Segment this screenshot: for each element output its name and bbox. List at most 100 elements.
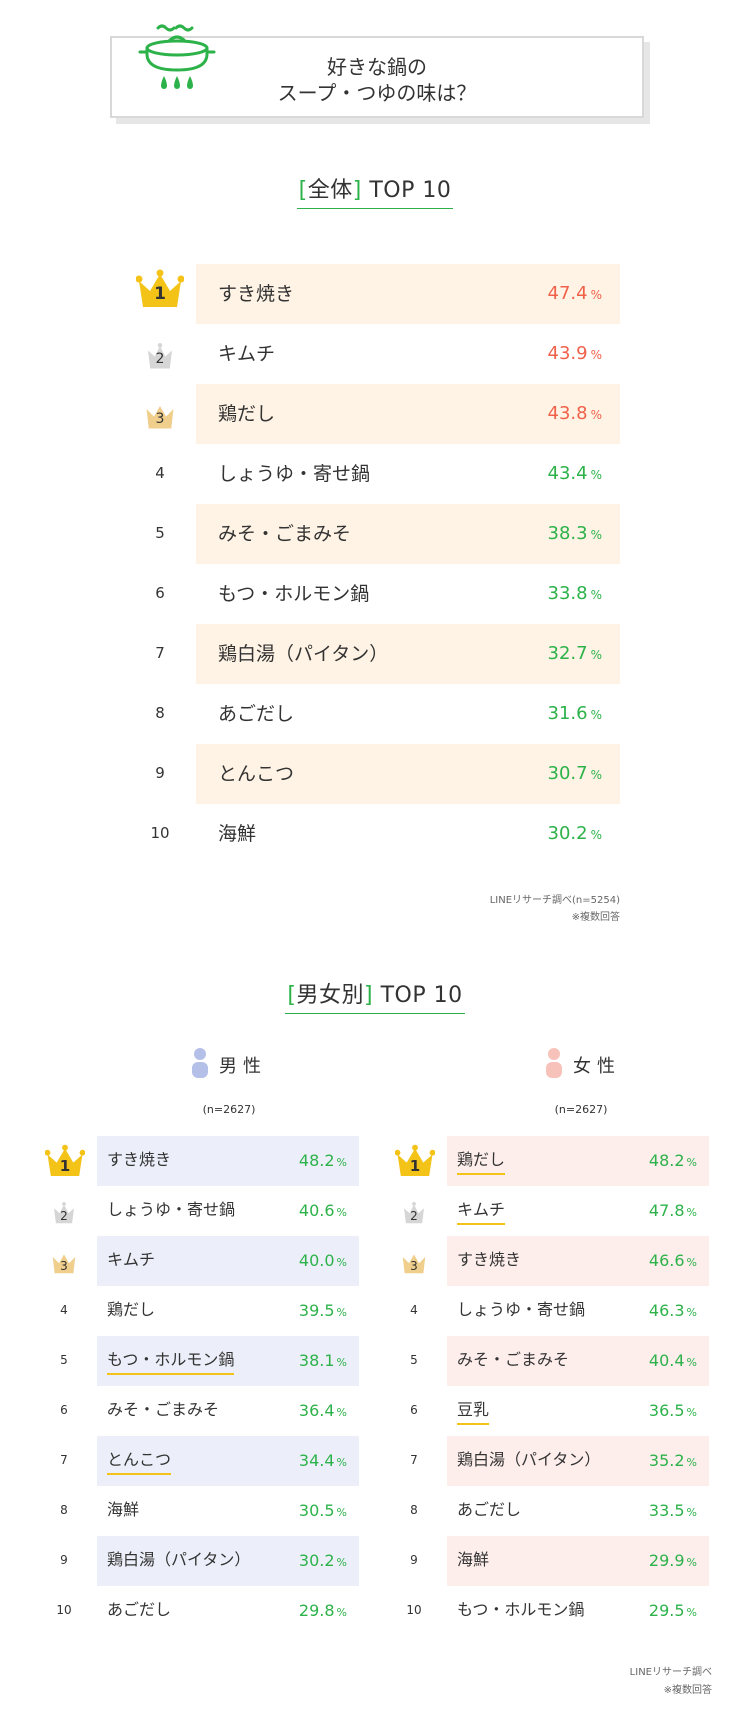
crown-rank-number: 3 xyxy=(410,1259,418,1273)
crown-3-icon: 3 xyxy=(399,1249,429,1275)
male-value-number: 36.4 xyxy=(298,1401,335,1420)
female-item-value: 35.2% xyxy=(649,1436,697,1488)
percent-sign: % xyxy=(336,1206,347,1219)
female-item-name: 鶏白湯（パイタン） xyxy=(457,1450,601,1469)
crown-1-icon: 1 xyxy=(44,1144,86,1178)
title-line-2: スープ・つゆの味は？ xyxy=(277,81,477,105)
female-rank-number: 6 xyxy=(410,1403,418,1417)
crown-3-icon: 3 xyxy=(142,399,178,431)
male-value-number: 29.8 xyxy=(298,1601,335,1620)
male-row: 海鮮 30.5% xyxy=(97,1486,359,1536)
male-value-number: 48.2 xyxy=(298,1151,335,1170)
overall-item-name: とんこつ xyxy=(218,763,295,785)
female-rank-number: 4 xyxy=(410,1303,418,1317)
overall-row: もつ・ホルモン鍋 33.8% xyxy=(196,564,620,624)
female-item-value: 29.5% xyxy=(649,1586,697,1638)
percent-sign: % xyxy=(336,1356,347,1369)
female-value-number: 47.8 xyxy=(648,1201,685,1220)
heading-bracket-close: ] xyxy=(352,178,362,203)
crown-2-icon: 2 xyxy=(399,1199,429,1225)
male-row: すき焼き 48.2% xyxy=(97,1136,359,1186)
overall-item-name: 海鮮 xyxy=(218,823,257,845)
male-item-name: キムチ xyxy=(107,1250,156,1269)
female-rank-number: 7 xyxy=(410,1453,418,1467)
female-item-value: 48.2% xyxy=(649,1136,697,1188)
female-item-name: 海鮮 xyxy=(457,1550,490,1569)
percent-sign: % xyxy=(590,708,602,722)
overall-value-number: 43.4 xyxy=(547,463,588,484)
highlight-underline xyxy=(107,1473,172,1475)
percent-sign: % xyxy=(686,1256,697,1269)
female-item-value: 36.5% xyxy=(649,1386,697,1438)
male-item-name: しょうゆ・寄せ鍋 xyxy=(107,1200,236,1219)
gender-bracket-close: ] xyxy=(364,983,374,1008)
male-rank-number: 5 xyxy=(60,1353,68,1367)
female-item-value: 46.3% xyxy=(649,1286,697,1338)
female-row: 鶏白湯（パイタン） 35.2% xyxy=(447,1436,709,1486)
female-item-value: 40.4% xyxy=(649,1336,697,1388)
overall-value-number: 31.6 xyxy=(547,703,588,724)
female-rank-number: 5 xyxy=(410,1353,418,1367)
male-row: とんこつ 34.4% xyxy=(97,1436,359,1486)
percent-sign: % xyxy=(686,1556,697,1569)
male-row: あごだし 29.8% xyxy=(97,1586,359,1636)
percent-sign: % xyxy=(686,1456,697,1469)
percent-sign: % xyxy=(686,1156,697,1169)
female-value-number: 48.2 xyxy=(648,1151,685,1170)
overall-item-value: 30.7% xyxy=(548,744,602,805)
overall-value-number: 43.9 xyxy=(547,343,588,364)
male-item-value: 29.8% xyxy=(299,1586,347,1638)
overall-rank-number: 9 xyxy=(155,764,165,782)
female-rank-number: 8 xyxy=(410,1503,418,1517)
male-row: 鶏白湯（パイタン） 30.2% xyxy=(97,1536,359,1586)
male-value-number: 34.4 xyxy=(298,1451,335,1470)
crown-rank-number: 2 xyxy=(410,1209,418,1223)
overall-rank-number: 8 xyxy=(155,704,165,722)
male-item-value: 34.4% xyxy=(299,1436,347,1488)
highlight-underline xyxy=(457,1423,490,1425)
female-row: 鶏だし 48.2% xyxy=(447,1136,709,1186)
male-value-number: 40.6 xyxy=(298,1201,335,1220)
page-title: 好きな鍋の スープ・つゆの味は？ xyxy=(112,54,642,106)
male-rank-number: 8 xyxy=(60,1503,68,1517)
percent-sign: % xyxy=(336,1256,347,1269)
crown-1-icon: 1 xyxy=(135,268,185,310)
female-value-number: 36.5 xyxy=(648,1401,685,1420)
female-item-name: キムチ xyxy=(457,1186,506,1234)
overall-item-value: 38.3% xyxy=(548,504,602,565)
overall-item-value: 47.4% xyxy=(548,264,602,325)
gender-source-note: LINEリサーチ調べ xyxy=(629,1667,712,1678)
female-item-value: 47.8% xyxy=(649,1186,697,1238)
female-item-name: しょうゆ・寄せ鍋 xyxy=(457,1300,586,1319)
percent-sign: % xyxy=(590,768,602,782)
gender-heading-top: TOP 10 xyxy=(380,983,463,1008)
crown-2-icon: 2 xyxy=(142,339,178,371)
percent-sign: % xyxy=(686,1506,697,1519)
female-row: しょうゆ・寄せ鍋 46.3% xyxy=(447,1286,709,1336)
overall-rank-number: 6 xyxy=(155,584,165,602)
percent-sign: % xyxy=(590,528,602,542)
crown-rank-number: 3 xyxy=(60,1259,68,1273)
male-value-number: 40.0 xyxy=(298,1251,335,1270)
crown-rank-number: 3 xyxy=(155,411,165,427)
percent-sign: % xyxy=(590,348,602,362)
male-item-value: 39.5% xyxy=(299,1286,347,1338)
overall-row: 海鮮 30.2% xyxy=(196,804,620,864)
percent-sign: % xyxy=(336,1606,347,1619)
overall-value-number: 30.7 xyxy=(547,763,588,784)
male-item-name: とんこつ xyxy=(107,1436,172,1484)
male-item-name: 鶏だし xyxy=(107,1300,156,1319)
female-value-number: 35.2 xyxy=(648,1451,685,1470)
crown-3-icon: 3 xyxy=(49,1249,79,1275)
male-item-name: もつ・ホルモン鍋 xyxy=(107,1336,235,1384)
male-item-name: みそ・ごまみそ xyxy=(107,1400,220,1419)
female-row: もつ・ホルモン鍋 29.5% xyxy=(447,1586,709,1636)
female-row: 海鮮 29.9% xyxy=(447,1536,709,1586)
overall-row: 鶏白湯（パイタン） 32.7% xyxy=(196,624,620,684)
male-item-value: 30.5% xyxy=(299,1486,347,1538)
overall-source-note: LINEリサーチ調べ(n=5254) xyxy=(489,895,620,906)
male-item-name: あごだし xyxy=(107,1600,172,1619)
overall-rank-number: 4 xyxy=(155,464,165,482)
overall-value-number: 30.2 xyxy=(547,823,588,844)
male-item-value: 38.1% xyxy=(299,1336,347,1388)
